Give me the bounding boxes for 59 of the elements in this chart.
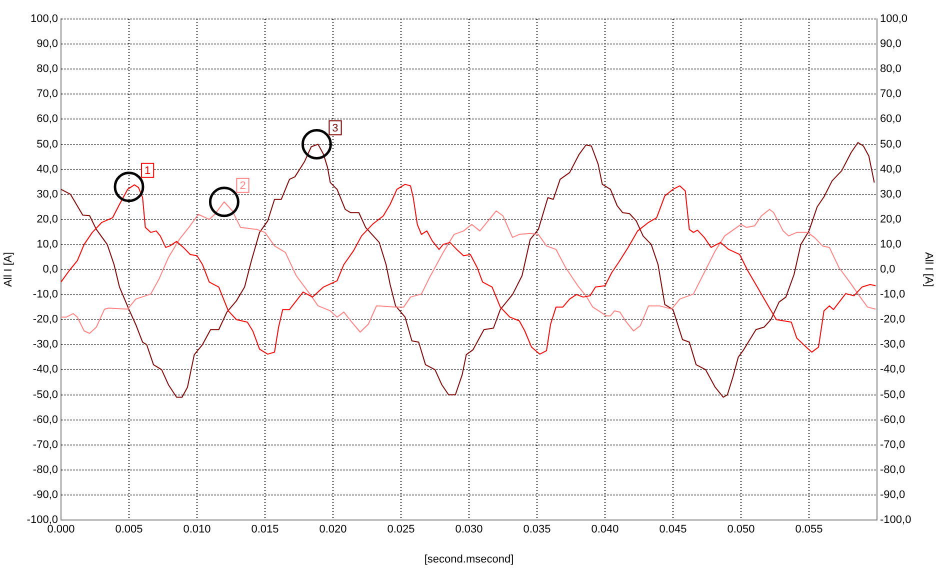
y-tick-label: 10,0	[36, 238, 58, 250]
y2-tick-label: -40,0	[880, 364, 906, 376]
y-tick-label: 90,0	[36, 38, 58, 50]
y2-tick-label: -100,0	[880, 514, 912, 526]
x-axis-title: [second.msecond]	[424, 553, 514, 566]
y2-tick-label: -80,0	[880, 464, 906, 476]
x-tick-label: 0.055	[795, 524, 823, 536]
y2-tick-label: 50,0	[880, 138, 902, 150]
y2-tick-label: 80,0	[880, 63, 902, 76]
y2-tick-label: 30,0	[880, 188, 902, 200]
y2-tick-label: 40,0	[880, 163, 902, 176]
x-tick-label: 0.010	[183, 524, 211, 536]
annotation: 2	[240, 180, 246, 192]
y-tick-label: -90,0	[32, 488, 58, 501]
y-tick-label: 30,0	[36, 188, 58, 200]
x-tick-label: 0.035	[523, 524, 551, 536]
y-tick-label: 100,0	[30, 13, 58, 26]
y2-tick-label: -20,0	[880, 314, 906, 326]
y2-tick-label: 0,0	[880, 264, 896, 276]
y-tick-label: -60,0	[32, 414, 58, 426]
x-tick-label: 0.015	[251, 524, 279, 536]
x-tick-label: 0.040	[591, 524, 619, 536]
x-tick-label: 0.030	[455, 524, 483, 536]
y2-tick-label: -70,0	[880, 438, 906, 451]
y2-tick-label: 60,0	[880, 113, 902, 126]
y-tick-label: 20,0	[36, 213, 58, 226]
y2-axis-title: All I [A]	[922, 252, 934, 287]
annotation: 1	[144, 164, 151, 177]
x-tick-label: 0.005	[115, 524, 143, 536]
y2-tick-label: -60,0	[880, 414, 906, 426]
x-tick-label: 0.050	[727, 524, 755, 536]
y2-tick-label: 70,0	[880, 88, 902, 100]
y-tick-label: 50,0	[36, 138, 58, 150]
y2-tick-label: 10,0	[880, 238, 902, 250]
y-tick-label: -30,0	[32, 338, 58, 351]
x-tick-label: 0.020	[319, 524, 347, 536]
y2-tick-label: -30,0	[880, 338, 906, 351]
y-tick-label: 60,0	[36, 113, 58, 126]
y-tick-label: -70,0	[32, 438, 58, 451]
y-tick-label: 40,0	[36, 163, 58, 176]
y2-tick-label: -90,0	[880, 488, 906, 501]
y-tick-label: -80,0	[32, 464, 58, 476]
y2-tick-label: -10,0	[880, 288, 906, 301]
y2-tick-label: -50,0	[880, 388, 906, 401]
y-tick-label: 80,0	[36, 63, 58, 76]
y2-tick-label: 90,0	[880, 38, 902, 50]
y-axis-title: All I [A]	[2, 252, 15, 287]
y-tick-label: -20,0	[32, 314, 58, 326]
y-tick-label: 70,0	[36, 88, 58, 100]
y-tick-label: -10,0	[32, 288, 58, 301]
x-tick-label: 0.000	[47, 524, 75, 536]
y-tick-label: -40,0	[32, 364, 58, 376]
y-tick-label: 0,0	[42, 264, 58, 276]
x-tick-label: 0.025	[387, 524, 415, 536]
y2-tick-label: 20,0	[880, 213, 902, 226]
y-tick-label: -50,0	[32, 388, 58, 401]
y2-tick-label: 100,0	[880, 13, 908, 26]
annotation: 3	[332, 122, 338, 134]
x-tick-label: 0.045	[659, 524, 687, 536]
